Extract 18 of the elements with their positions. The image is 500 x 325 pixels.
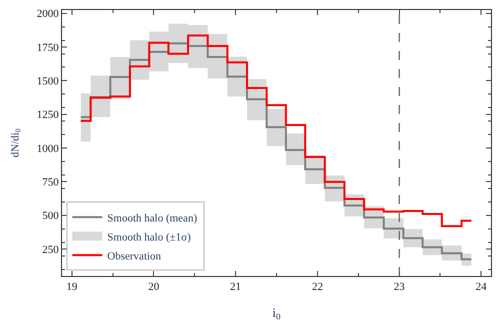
- legend-label: Smooth halo (mean): [107, 212, 198, 224]
- x-tick-label: 24: [476, 281, 488, 294]
- y-tick-label: 250: [42, 244, 60, 256]
- y-tick-label: 1000: [36, 142, 60, 155]
- x-tick-label: 19: [66, 281, 78, 294]
- y-tick-label: 1500: [36, 76, 60, 88]
- x-tick-label: 20: [148, 281, 160, 294]
- x-tick-label: 21: [230, 281, 242, 294]
- y-tick-label: 1250: [36, 109, 60, 122]
- x-axis-title: i$_{0}$: [272, 304, 282, 322]
- legend-label: Observation: [107, 250, 162, 262]
- x-tick-label: 23: [394, 281, 406, 294]
- y-tick-label: 2000: [36, 8, 60, 20]
- x-tick-label: 22: [312, 281, 323, 294]
- y-tick-label: 500: [42, 210, 60, 222]
- y-tick-label: 1750: [36, 42, 60, 54]
- annotation: Smooth halo (±1σ): [107, 231, 192, 244]
- y-tick-label: 750: [42, 176, 60, 189]
